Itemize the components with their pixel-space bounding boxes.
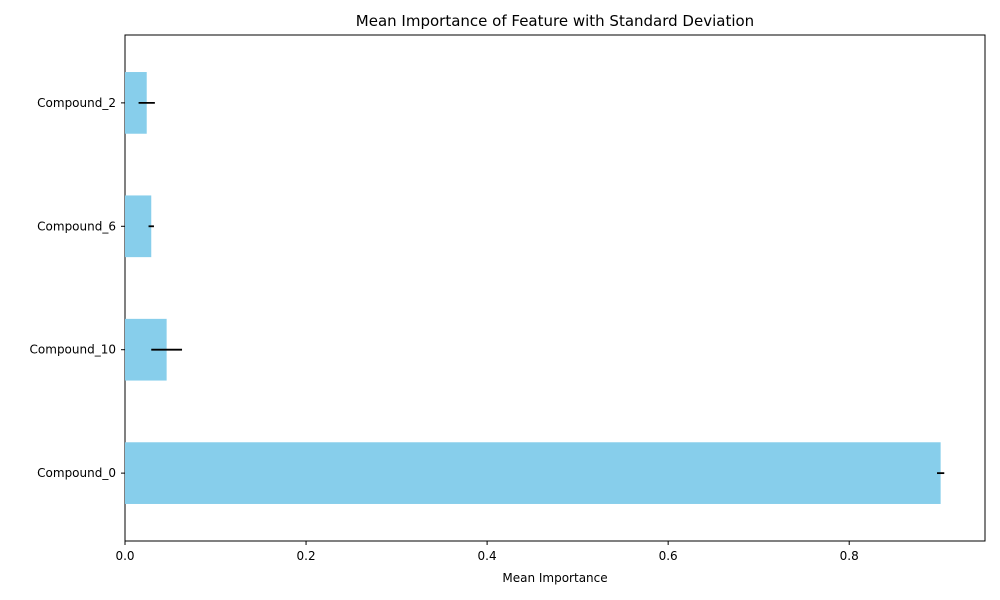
x-tick-label: 0.6 xyxy=(659,549,678,563)
plot-area: Compound_0 Compound_10 Compound_6 Compound_… xyxy=(30,34,986,563)
x-tick-label: 0.8 xyxy=(840,549,859,563)
y-tick-label: Compound_6 xyxy=(37,219,116,233)
y-tick-label: Compound_10 xyxy=(30,343,116,357)
x-axis-label: Mean Importance xyxy=(502,571,607,585)
x-tick-label: 0.4 xyxy=(478,549,497,563)
y-tick-label: Compound_0 xyxy=(37,466,116,480)
x-tick-label: 0.0 xyxy=(115,549,134,563)
plot-frame xyxy=(124,34,986,542)
bar-compound-0 xyxy=(125,442,941,504)
y-tick-label: Compound_2 xyxy=(37,96,116,110)
x-tick-label: 0.2 xyxy=(297,549,316,563)
bar-compound-2 xyxy=(125,72,147,134)
chart-title: Mean Importance of Feature with Standard… xyxy=(356,12,754,30)
bar-compound-6 xyxy=(125,195,152,258)
